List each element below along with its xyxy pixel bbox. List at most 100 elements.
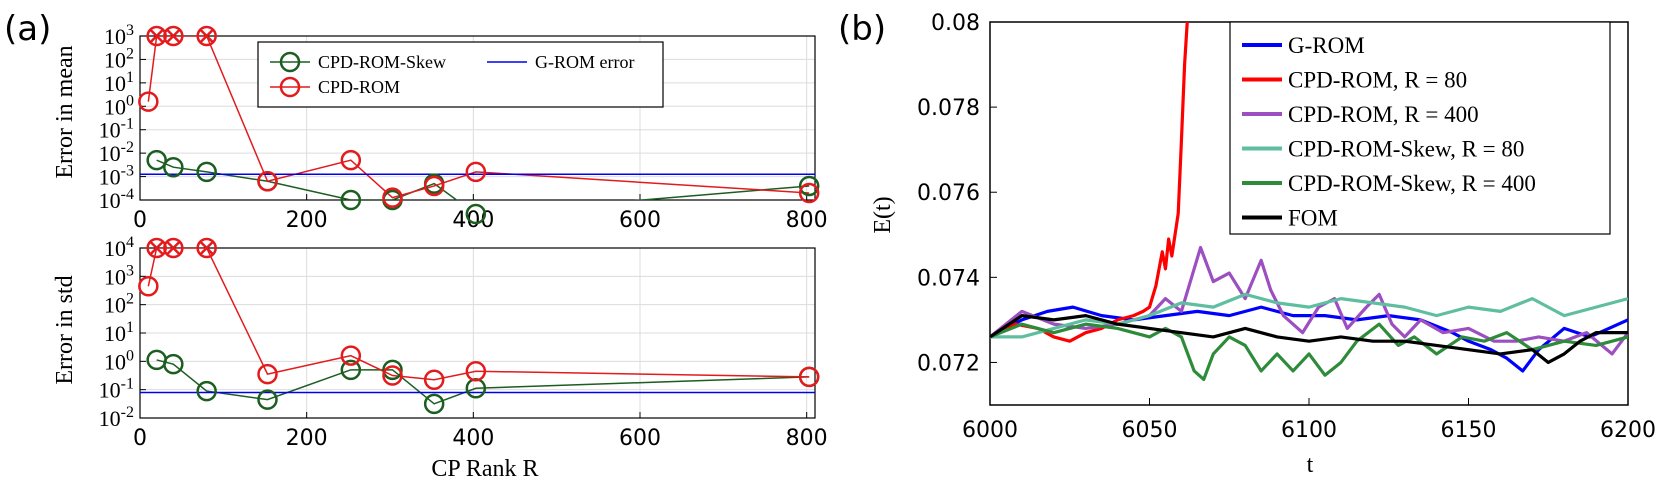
x-tick-label: 6000 [962, 418, 1018, 443]
marker-circle [465, 361, 487, 382]
data-point-cpd-rom-skew [196, 380, 217, 402]
marker-circle [340, 189, 362, 211]
marker-circle [423, 175, 445, 197]
y-tick-label: 101 [104, 319, 134, 346]
marker-circle [138, 91, 159, 112]
marker-circle [465, 161, 487, 183]
marker-circle [257, 389, 278, 410]
data-point-cpd-rom [382, 365, 403, 386]
marker-x [199, 241, 214, 255]
data-point-cpd-rom-skew [163, 353, 184, 375]
x-tick-label: 0 [133, 426, 147, 451]
data-point-cpd-rom [423, 369, 445, 390]
marker-circle [465, 203, 487, 225]
legend-label-cpd-rom-skew-r-400: CPD-ROM-Skew, R = 400 [1288, 171, 1536, 196]
y-tick-label: 103 [104, 22, 134, 49]
y-tick-label: 10-2 [99, 404, 134, 431]
marker-circle [798, 175, 820, 197]
y-tick-label: 101 [104, 69, 134, 96]
marker-circle [163, 237, 184, 259]
data-point-cpd-rom [257, 171, 278, 192]
data-point-cpd-rom [798, 366, 820, 388]
x-tick-label: 400 [452, 426, 494, 451]
x-tick-label: 6200 [1600, 418, 1656, 443]
y-tick-label: 10-1 [99, 376, 134, 403]
ylabel-energy: E(t) [870, 196, 896, 233]
x-tick-label: 6150 [1441, 418, 1497, 443]
y-tick-label: 0.072 [917, 351, 980, 376]
y-tick-label: 0.074 [917, 266, 980, 291]
xlabel-time: t [1307, 452, 1314, 478]
ylabel-error-in-mean: Error in mean [52, 45, 78, 178]
marker-circle [196, 380, 217, 402]
series-line-cpd-rom-skew-r-400 [990, 322, 1628, 382]
data-point-cpd-rom-skew [340, 189, 362, 211]
x-tick-label: 400 [452, 208, 494, 233]
marker-circle [257, 363, 278, 385]
data-point-cpd-rom-skew [465, 203, 487, 225]
x-tick-label: 6050 [1122, 418, 1178, 443]
series-line-cpd-rom-r-80 [990, 22, 1189, 343]
marker-circle [146, 25, 167, 47]
marker-circle [196, 25, 217, 47]
x-tick-label: 800 [786, 426, 828, 451]
data-point-cpd-rom [798, 182, 820, 204]
data-point-cpd-rom-skew [257, 389, 278, 410]
legend-marker-cpd-rom [279, 76, 301, 98]
marker-circle [382, 359, 403, 381]
data-point-cpd-rom [423, 175, 445, 197]
ylabel-error-in-std: Error in std [52, 275, 78, 384]
xlabel-cp-rank: CP Rank R [431, 456, 538, 482]
data-point-cpd-rom-skew [146, 149, 167, 171]
y-tick-label: 102 [104, 45, 134, 72]
panel-label-b: (b) [838, 9, 886, 49]
x-tick-label: 200 [286, 208, 328, 233]
series-line-cpd-rom-skew-r-80 [990, 292, 1628, 339]
data-point-cpd-rom [257, 363, 278, 385]
data-point-cpd-rom-skew [340, 359, 362, 381]
data-point-cpd-rom [340, 149, 362, 171]
marker-circle [163, 353, 184, 375]
legend-label-cpd-rom: CPD-ROM [318, 77, 400, 97]
data-point-cpd-rom-skew [382, 359, 403, 381]
marker-circle [257, 171, 278, 192]
data-point-cpd-rom [196, 25, 217, 47]
y-tick-label: 100 [104, 347, 134, 374]
y-tick-label: 0.078 [917, 96, 980, 121]
legend-box [1229, 21, 1611, 235]
data-point-cpd-rom-skew [163, 156, 184, 178]
data-point-cpd-rom [382, 187, 403, 208]
x-tick-label: 0 [133, 208, 147, 233]
series-line-cpd-rom [147, 36, 810, 199]
plot-area [990, 22, 1628, 382]
data-point-cpd-rom-skew [423, 393, 445, 415]
marker-circle [146, 149, 167, 171]
data-point-cpd-rom [138, 276, 159, 297]
series-line-cpd-rom [147, 248, 810, 381]
legend-marker-cpd-rom-skew [279, 51, 301, 73]
marker-x [149, 29, 164, 43]
data-point-cpd-rom [465, 161, 487, 183]
plot-area [140, 36, 815, 200]
marker-circle [163, 156, 184, 178]
legend-label-cpd-rom-r-80: CPD-ROM, R = 80 [1288, 68, 1467, 93]
legend-label-cpd-rom-r-400: CPD-ROM, R = 400 [1288, 102, 1479, 127]
y-tick-label: 10-1 [99, 116, 134, 143]
x-tick-label: 600 [619, 426, 661, 451]
series-line-cpd-rom-skew [156, 359, 810, 405]
data-point-cpd-rom [465, 361, 487, 382]
marker-circle [340, 359, 362, 381]
legend-label-g-rom-error: G-ROM error [535, 52, 634, 72]
y-tick-label: 10-3 [99, 163, 134, 190]
chart-energy: 6000 6050 6100 6150 6200 0.08 0.078 0.076 0.074 0… [917, 11, 1656, 443]
series-line-cpd-rom-skew [156, 159, 810, 200]
y-tick-label: 104 [104, 234, 134, 261]
marker-circle [382, 365, 403, 386]
y-tick-label: 102 [104, 291, 134, 318]
x-tick-label: 600 [619, 208, 661, 233]
marker-circle [423, 393, 445, 415]
data-point-cpd-rom-skew [798, 175, 820, 197]
marker-circle [340, 345, 362, 366]
plot-frame [139, 35, 816, 201]
